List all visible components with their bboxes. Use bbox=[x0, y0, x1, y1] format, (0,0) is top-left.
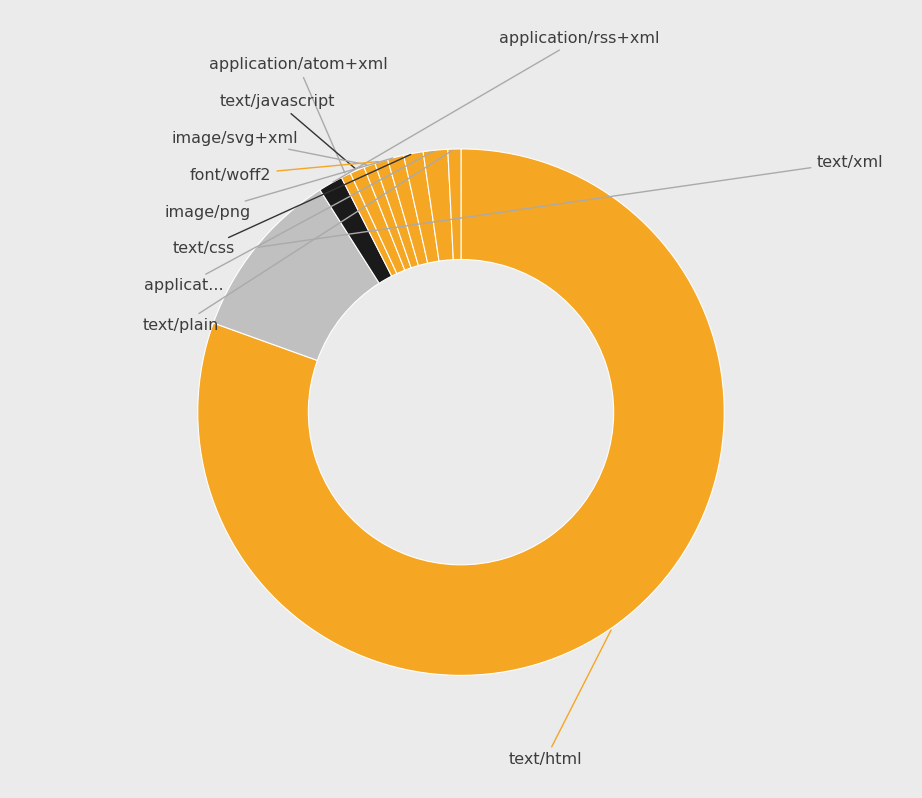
Text: text/xml: text/xml bbox=[258, 155, 883, 247]
Text: text/html: text/html bbox=[508, 630, 611, 767]
Wedge shape bbox=[448, 149, 461, 259]
Text: applicat...: applicat... bbox=[145, 152, 433, 294]
Text: image/svg+xml: image/svg+xml bbox=[171, 131, 367, 165]
Text: text/javascript: text/javascript bbox=[219, 94, 355, 168]
Text: text/plain: text/plain bbox=[143, 151, 452, 333]
Text: font/woff2: font/woff2 bbox=[190, 161, 378, 183]
Wedge shape bbox=[387, 156, 428, 266]
Wedge shape bbox=[375, 160, 419, 268]
Text: text/css: text/css bbox=[172, 155, 411, 256]
Wedge shape bbox=[423, 149, 454, 261]
Wedge shape bbox=[350, 168, 405, 274]
Wedge shape bbox=[320, 178, 392, 283]
Wedge shape bbox=[198, 149, 724, 675]
Wedge shape bbox=[364, 164, 411, 271]
Wedge shape bbox=[341, 173, 396, 276]
Text: image/png: image/png bbox=[164, 158, 393, 219]
Text: application/rss+xml: application/rss+xml bbox=[333, 31, 660, 182]
Wedge shape bbox=[404, 152, 439, 263]
Text: application/atom+xml: application/atom+xml bbox=[208, 57, 387, 173]
Wedge shape bbox=[213, 190, 379, 361]
